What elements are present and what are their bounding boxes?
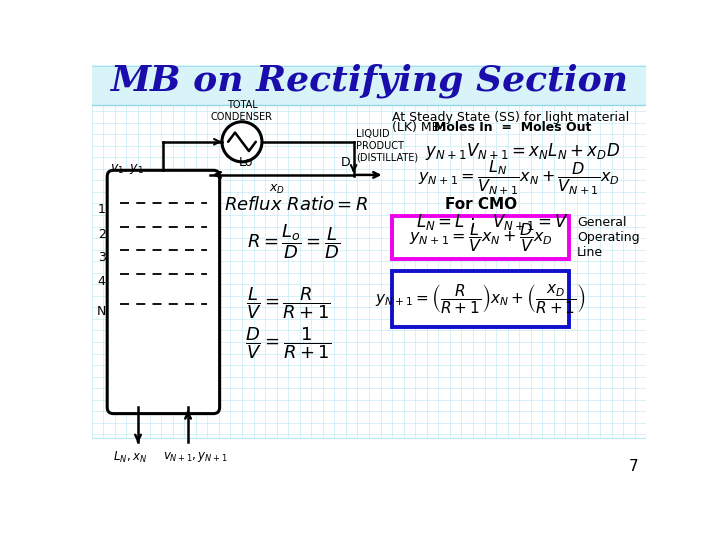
Text: LIQUID
PRODUCT
(DISTILLATE): LIQUID PRODUCT (DISTILLATE) bbox=[356, 129, 418, 162]
Text: $\dfrac{D}{V} = \dfrac{1}{R+1}$: $\dfrac{D}{V} = \dfrac{1}{R+1}$ bbox=[245, 326, 331, 361]
Text: 7: 7 bbox=[629, 460, 639, 475]
Text: 2: 2 bbox=[98, 228, 106, 241]
Text: $y_{N+1} = \dfrac{L}{V} x_N + \dfrac{D}{V} x_D$: $y_{N+1} = \dfrac{L}{V} x_N + \dfrac{D}{… bbox=[409, 221, 553, 254]
Text: $v_1, y_1$: $v_1, y_1$ bbox=[109, 162, 143, 176]
Text: 1: 1 bbox=[98, 203, 106, 216]
Text: Lo: Lo bbox=[238, 156, 253, 168]
Bar bbox=[392, 215, 570, 259]
Text: At Steady State (SS) for light material: At Steady State (SS) for light material bbox=[392, 111, 629, 124]
Text: $L_N = L$ ;: $L_N = L$ ; bbox=[416, 212, 476, 232]
Text: $\dfrac{L}{V} = \dfrac{R}{R+1}$: $\dfrac{L}{V} = \dfrac{R}{R+1}$ bbox=[246, 286, 330, 321]
Text: $V_{N+1} = V$: $V_{N+1} = V$ bbox=[492, 212, 570, 232]
Text: D: D bbox=[341, 156, 351, 168]
Text: $R = \dfrac{L_o}{D} = \dfrac{L}{D}$: $R = \dfrac{L_o}{D} = \dfrac{L}{D}$ bbox=[247, 222, 340, 261]
FancyBboxPatch shape bbox=[107, 170, 220, 414]
Text: $y_{N+1} = \left(\dfrac{R}{R+1}\right)x_N + \left(\dfrac{x_D}{R+1}\right)$: $y_{N+1} = \left(\dfrac{R}{R+1}\right)x_… bbox=[375, 282, 586, 315]
Text: N: N bbox=[96, 305, 106, 318]
Circle shape bbox=[222, 122, 262, 162]
Text: $v_{N+1}, y_{N+1}$: $v_{N+1}, y_{N+1}$ bbox=[163, 450, 228, 464]
Bar bbox=[392, 271, 570, 327]
Text: (LK) MB:: (LK) MB: bbox=[392, 122, 453, 134]
Bar bbox=[92, 65, 647, 105]
Text: $\mathit{Reflux\ Ratio = R}$: $\mathit{Reflux\ Ratio = R}$ bbox=[224, 196, 368, 214]
Bar bbox=[92, 438, 647, 481]
Text: $y_{N+1}V_{N+1} = x_N L_N + x_D D$: $y_{N+1}V_{N+1} = x_N L_N + x_D D$ bbox=[426, 141, 621, 163]
Text: TOTAL
CONDENSER: TOTAL CONDENSER bbox=[211, 100, 273, 122]
Text: Moles In  =  Moles Out: Moles In = Moles Out bbox=[434, 122, 592, 134]
Text: For CMO: For CMO bbox=[444, 198, 517, 212]
Text: $y_{N+1} = \dfrac{L_N}{V_{N+1}} x_N + \dfrac{D}{V_{N+1}} x_D$: $y_{N+1} = \dfrac{L_N}{V_{N+1}} x_N + \d… bbox=[418, 159, 620, 197]
Text: 4: 4 bbox=[98, 275, 106, 288]
Text: $x_D$: $x_D$ bbox=[269, 183, 284, 195]
Text: MB on Rectifying Section: MB on Rectifying Section bbox=[110, 64, 628, 98]
Text: General
Operating
Line: General Operating Line bbox=[577, 216, 639, 259]
Text: $L_N, x_N$: $L_N, x_N$ bbox=[113, 450, 148, 465]
Text: 3: 3 bbox=[98, 251, 106, 264]
